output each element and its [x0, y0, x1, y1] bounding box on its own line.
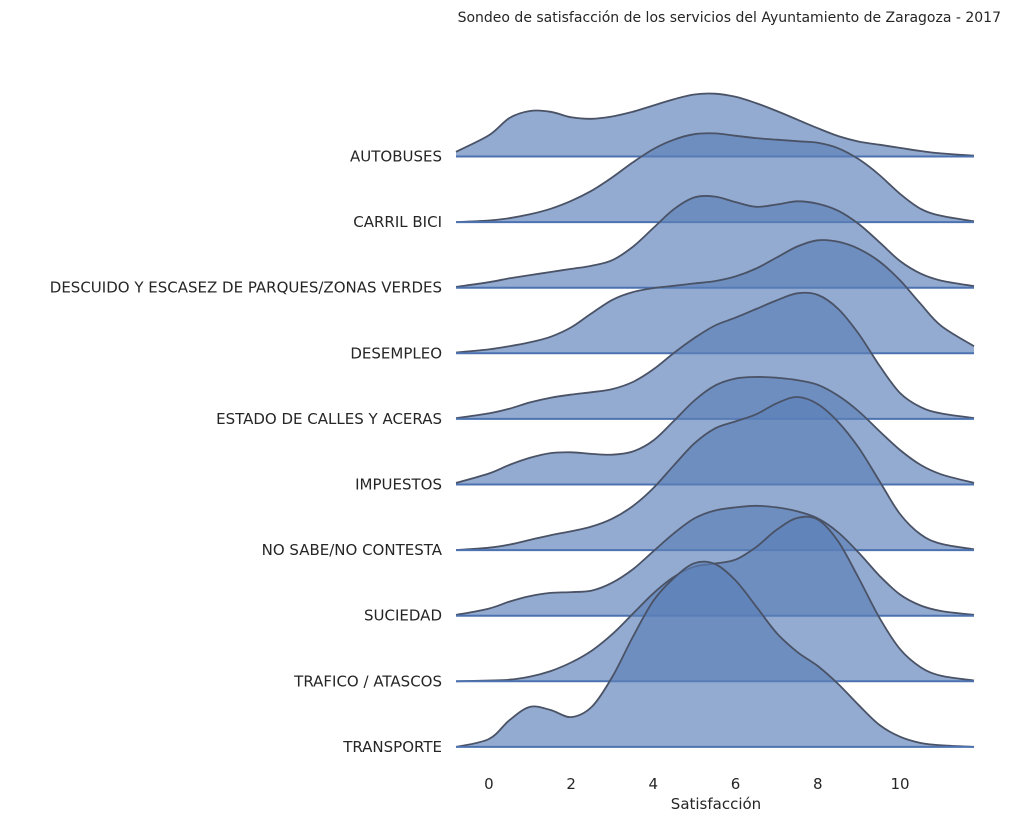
category-label-9: TRAFICO / ATASCOS — [293, 672, 442, 690]
category-label-4: DESEMPLEO — [350, 344, 442, 362]
x-tick-label-6: 10 — [890, 775, 909, 793]
ridge-area-7 — [456, 396, 974, 551]
category-label-2: CARRIL BICI — [353, 213, 442, 231]
x-tick-label-4: 6 — [731, 775, 741, 793]
category-label-5: ESTADO DE CALLES Y ACERAS — [216, 410, 442, 428]
ridge-area-2 — [456, 133, 974, 223]
ridge-area-1 — [456, 93, 974, 157]
ridge-line-2 — [455, 132, 975, 223]
category-label-10: TRANSPORTE — [342, 738, 442, 756]
x-tick-label-3: 4 — [649, 775, 659, 793]
category-labels: AUTOBUSES CARRIL BICI DESCUIDO Y ESCASEZ D… — [50, 148, 443, 756]
ridge-line-10 — [455, 560, 975, 748]
x-tick-label-2: 2 — [566, 775, 576, 793]
ridge-area-10 — [456, 561, 974, 747]
ridge-area-5 — [456, 292, 974, 419]
ridge-line-6 — [455, 376, 975, 484]
ridge-line-7 — [455, 396, 975, 551]
x-tick-label-1: 0 — [484, 775, 494, 793]
ridge-line-4 — [455, 239, 975, 354]
x-tick-label-5: 8 — [813, 775, 823, 793]
chart-title: Sondeo de satisfacción de los servicios … — [458, 10, 1001, 26]
ridge-line-8 — [455, 504, 975, 616]
ridge-10 — [455, 560, 975, 748]
category-label-1: AUTOBUSES — [350, 148, 442, 166]
category-label-8: SUCIEDAD — [364, 607, 442, 625]
category-label-3: DESCUIDO Y ESCASEZ DE PARQUES/ZONAS VERD… — [50, 279, 442, 297]
ridge-line-1 — [455, 92, 975, 157]
ridge-line-5 — [455, 291, 975, 419]
ridge-line-3 — [455, 195, 975, 288]
x-axis-label: Satisfacción — [671, 795, 761, 813]
category-label-7: NO SABE/NO CONTESTA — [262, 541, 443, 559]
category-label-6: IMPUESTOS — [355, 476, 442, 494]
x-axis-ticks: 0 2 4 6 8 10 — [484, 775, 909, 793]
ridges-group — [455, 92, 975, 748]
